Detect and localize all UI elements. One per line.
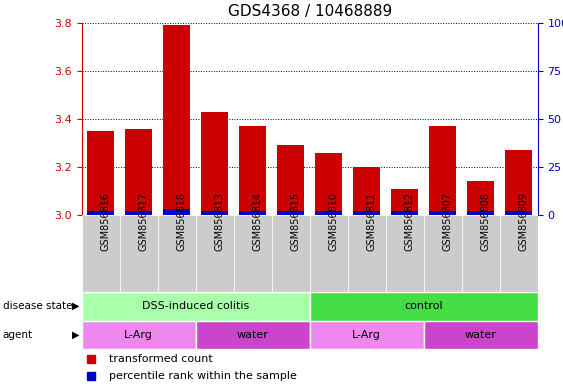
Text: GSM856815: GSM856815 <box>291 192 301 251</box>
Bar <box>87 211 114 215</box>
Bar <box>239 126 266 215</box>
Text: transformed count: transformed count <box>109 354 213 364</box>
Text: DSS-induced colitis: DSS-induced colitis <box>142 301 249 311</box>
Bar <box>424 215 462 292</box>
Bar <box>278 146 304 215</box>
Text: L-Arg: L-Arg <box>124 330 153 340</box>
Bar <box>467 211 494 215</box>
Text: L-Arg: L-Arg <box>352 330 381 340</box>
Bar <box>239 211 266 215</box>
Text: GSM856808: GSM856808 <box>481 192 491 251</box>
Bar <box>202 112 228 215</box>
Text: GSM856812: GSM856812 <box>405 192 415 251</box>
Text: GSM856817: GSM856817 <box>138 192 149 251</box>
Bar <box>424 321 538 349</box>
Bar <box>347 215 386 292</box>
Bar <box>82 321 196 349</box>
Text: control: control <box>404 301 443 311</box>
Bar <box>278 211 304 215</box>
Bar <box>315 211 342 215</box>
Bar <box>126 129 152 215</box>
Bar <box>271 215 310 292</box>
Bar <box>391 189 418 215</box>
Text: GSM856811: GSM856811 <box>367 192 377 251</box>
Bar <box>234 215 271 292</box>
Text: ▶: ▶ <box>72 301 80 311</box>
Text: water: water <box>236 330 269 340</box>
Bar <box>386 215 423 292</box>
Bar <box>310 292 538 321</box>
Bar <box>119 215 158 292</box>
Text: GSM856810: GSM856810 <box>329 192 339 251</box>
Bar <box>430 126 456 215</box>
Bar <box>163 25 190 215</box>
Bar <box>310 215 347 292</box>
Bar <box>310 321 423 349</box>
Bar <box>126 211 152 215</box>
Text: disease state: disease state <box>3 301 72 311</box>
Bar <box>158 215 196 292</box>
Bar <box>82 215 119 292</box>
Bar <box>506 211 532 215</box>
Text: ▶: ▶ <box>72 330 80 340</box>
Bar <box>462 215 500 292</box>
Text: percentile rank within the sample: percentile rank within the sample <box>109 371 297 381</box>
Title: GDS4368 / 10468889: GDS4368 / 10468889 <box>227 4 392 19</box>
Bar <box>391 211 418 215</box>
Text: GSM856814: GSM856814 <box>253 192 263 251</box>
Bar <box>163 209 190 215</box>
Bar <box>196 321 310 349</box>
Bar <box>202 211 228 215</box>
Bar <box>87 131 114 215</box>
Bar <box>467 182 494 215</box>
Text: GSM856816: GSM856816 <box>101 192 111 251</box>
Bar <box>196 215 234 292</box>
Text: GSM856818: GSM856818 <box>177 192 187 251</box>
Bar <box>354 167 380 215</box>
Text: GSM856807: GSM856807 <box>443 192 453 251</box>
Bar <box>354 211 380 215</box>
Bar <box>82 292 310 321</box>
Text: agent: agent <box>3 330 33 340</box>
Bar <box>500 215 538 292</box>
Text: GSM856809: GSM856809 <box>519 192 529 251</box>
Bar <box>315 153 342 215</box>
Bar <box>506 150 532 215</box>
Text: water: water <box>464 330 497 340</box>
Bar <box>430 211 456 215</box>
Text: GSM856813: GSM856813 <box>215 192 225 251</box>
